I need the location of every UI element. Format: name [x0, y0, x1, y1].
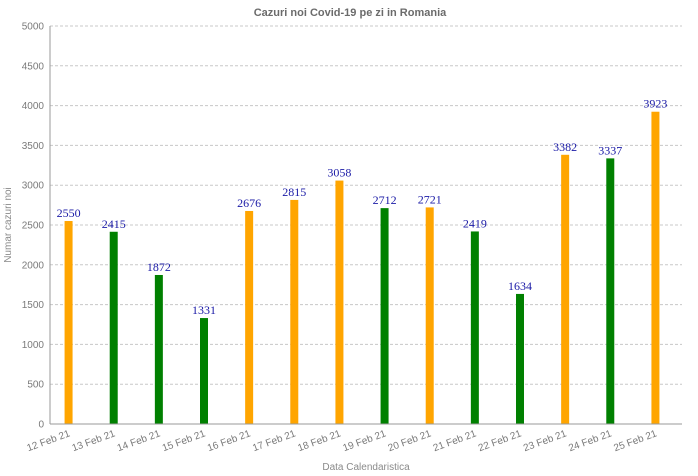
data-label: 1331	[192, 303, 216, 317]
y-tick-label: 2000	[22, 260, 45, 271]
x-tick-label: 25 Feb 21	[612, 428, 658, 454]
x-tick-label: 12 Feb 21	[26, 428, 72, 454]
bar	[335, 180, 344, 424]
data-label: 3923	[643, 97, 667, 111]
y-axis-ticks: 0 500 1000 1500 2000 2500 3000 3500 4000 4500 5000	[22, 22, 45, 431]
x-axis-ticks: 12 Feb 21 13 Feb 21 14 Feb 21 15 Feb 21 16 F…	[26, 428, 659, 454]
data-label: 2721	[418, 192, 442, 206]
y-tick-label: 4500	[22, 61, 45, 72]
bar	[245, 210, 254, 424]
bars	[64, 111, 660, 425]
y-tick-label: 3000	[22, 181, 45, 192]
bar	[561, 154, 570, 425]
bar	[651, 111, 660, 425]
bar	[290, 199, 299, 424]
bar	[516, 293, 524, 424]
data-label: 2550	[57, 206, 81, 220]
bar	[470, 231, 479, 424]
x-tick-label: 19 Feb 21	[342, 428, 388, 454]
y-tick-label: 4000	[22, 101, 45, 112]
data-label: 3337	[598, 143, 622, 157]
x-axis-label: Data Calendaristica	[322, 462, 410, 473]
bar	[380, 208, 389, 424]
gridlines	[50, 25, 682, 385]
bar	[200, 318, 208, 424]
x-tick-label: 13 Feb 21	[71, 428, 117, 454]
x-tick-label: 24 Feb 21	[567, 428, 613, 454]
y-tick-label: 1000	[22, 340, 45, 351]
x-tick-label: 23 Feb 21	[522, 428, 568, 454]
x-tick-label: 22 Feb 21	[477, 428, 523, 454]
x-tick-label: 21 Feb 21	[432, 428, 478, 454]
x-tick-label: 16 Feb 21	[206, 428, 252, 454]
bar	[64, 221, 73, 424]
chart-title: Cazuri noi Covid-19 pe zi in Romania	[254, 7, 447, 19]
y-tick-label: 3500	[22, 141, 45, 152]
data-label: 3382	[553, 140, 577, 154]
bar	[109, 231, 118, 424]
y-tick-label: 0	[38, 420, 44, 431]
x-tick-label: 15 Feb 21	[161, 428, 207, 454]
data-label: 2815	[282, 185, 306, 199]
x-tick-label: 17 Feb 21	[251, 428, 297, 454]
y-tick-label: 2500	[22, 221, 45, 232]
data-label: 2676	[237, 196, 261, 210]
x-tick-label: 14 Feb 21	[116, 428, 162, 454]
bar	[425, 207, 434, 424]
data-label: 2712	[373, 193, 397, 207]
x-tick-label: 18 Feb 21	[296, 428, 342, 454]
data-label: 1634	[508, 279, 532, 293]
bar	[606, 158, 615, 424]
y-tick-label: 5000	[22, 22, 45, 33]
data-label: 3058	[327, 166, 351, 180]
data-label: 1872	[147, 260, 171, 274]
x-tick-label: 20 Feb 21	[387, 428, 433, 454]
y-axis-label: Numar cazuri noi	[3, 187, 14, 263]
data-label: 2419	[463, 216, 487, 230]
data-labels: 2550 2415 1872 1331 2676 2815 3058 2712 2721 2419…	[57, 97, 668, 317]
bar	[154, 274, 163, 424]
y-tick-label: 500	[27, 380, 44, 391]
y-tick-label: 1500	[22, 300, 45, 311]
data-label: 2415	[102, 217, 126, 231]
